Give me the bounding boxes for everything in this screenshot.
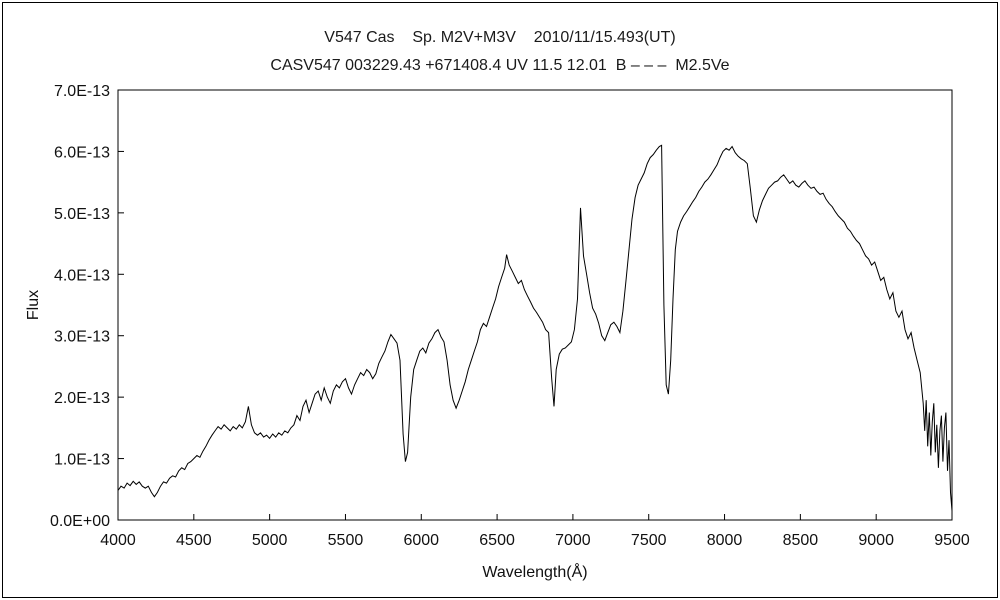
- x-tick-label: 4500: [176, 532, 212, 549]
- x-tick-label: 6500: [479, 532, 515, 549]
- spectrum-line: [117, 144, 953, 511]
- y-tick-label: 5.0E-13: [54, 206, 110, 223]
- x-tick-label: 7000: [555, 532, 591, 549]
- x-tick-label: 4000: [100, 532, 136, 549]
- x-tick-label: 6000: [403, 532, 439, 549]
- y-tick-label: 4.0E-13: [54, 267, 110, 284]
- x-axis-label: Wavelength(Å): [482, 562, 587, 581]
- title-line-1: V547 Cas Sp. M2V+M3V 2010/11/15.493(UT): [324, 29, 676, 46]
- title-line-2: CASV547 003229.43 +671408.4 UV 11.5 12.0…: [270, 57, 730, 74]
- x-tick-label: 7500: [631, 532, 667, 549]
- x-tick-label: 5000: [252, 532, 288, 549]
- y-tick-label: 3.0E-13: [54, 329, 110, 346]
- y-axis-label: Flux: [25, 290, 42, 320]
- plot-frame: [117, 89, 953, 521]
- x-tick-label: 9500: [934, 532, 970, 549]
- chart-titles: V547 Cas Sp. M2V+M3V 2010/11/15.493(UT) …: [0, 24, 1000, 80]
- x-tick-label: 9000: [858, 532, 894, 549]
- x-tick-label: 8500: [783, 532, 819, 549]
- y-tick-label: 2.0E-13: [54, 390, 110, 407]
- x-tick-label: 8000: [707, 532, 743, 549]
- y-tick-label: 6.0E-13: [54, 144, 110, 161]
- y-tick-label: 1.0E-13: [54, 452, 110, 469]
- x-tick-label: 5500: [328, 532, 364, 549]
- y-tick-label: 0.0E+00: [50, 513, 110, 530]
- y-tick-label: 7.0E-13: [54, 83, 110, 100]
